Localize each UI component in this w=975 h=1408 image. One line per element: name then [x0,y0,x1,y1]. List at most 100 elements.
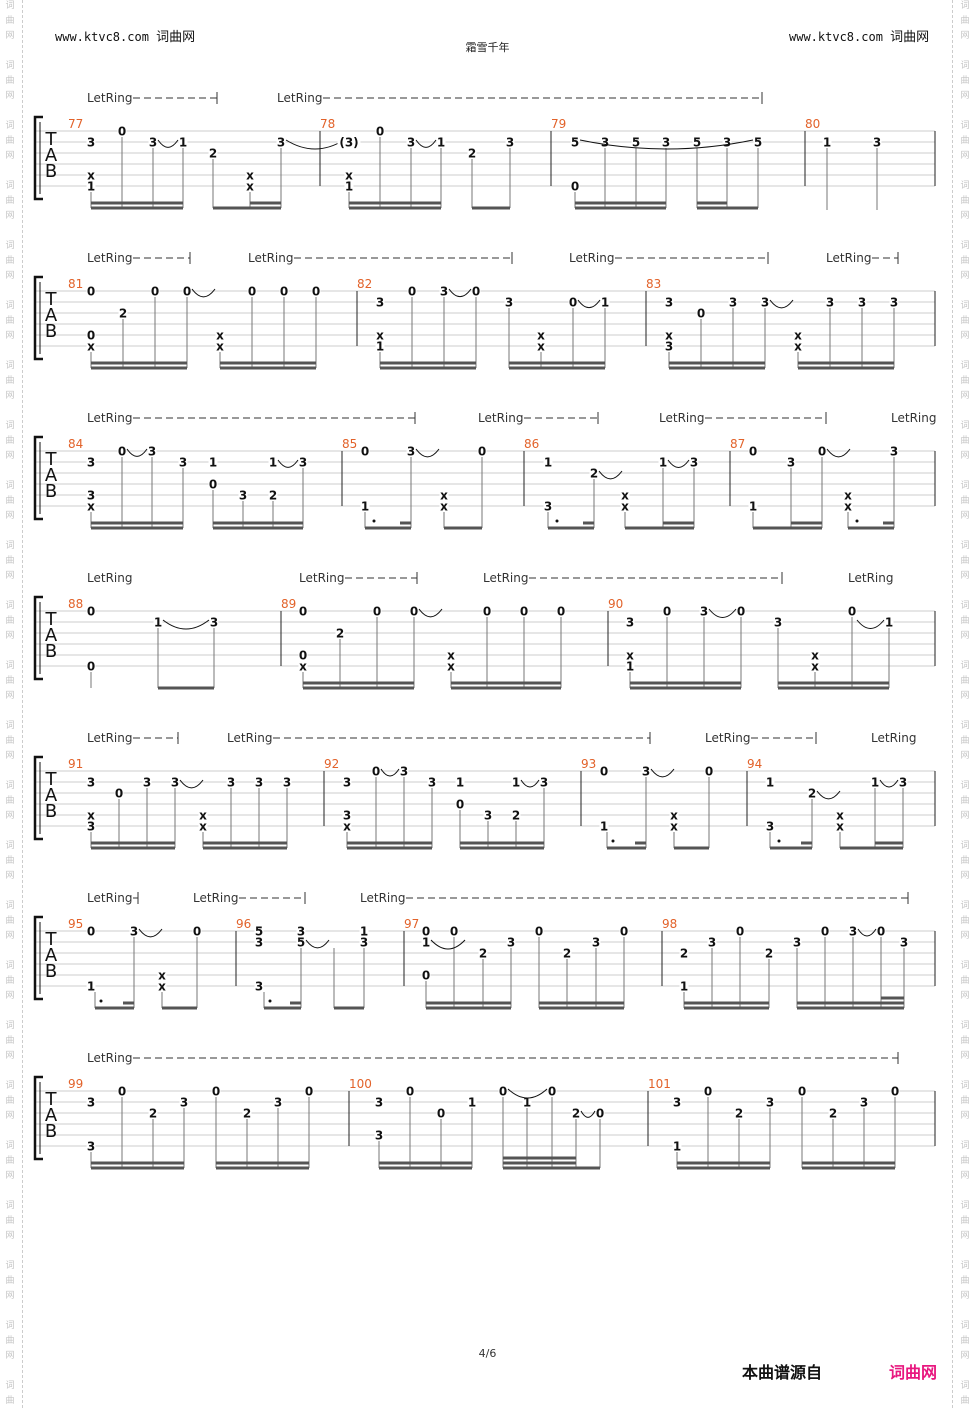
let-ring-label: LetRing [248,251,293,265]
fret-number: 0 [697,307,705,321]
fret-number: 0 [87,660,95,674]
fret-number: 0 [704,1085,712,1099]
tie-arc [520,779,540,788]
watermark-char: 曲 [960,1155,969,1166]
watermark-char: 网 [5,1350,14,1361]
watermark-char: 词 [960,360,969,371]
fret-bg [658,456,668,468]
fret-number: 3 [180,1096,188,1110]
fret-number: 3 [673,1096,681,1110]
tie-arc [816,790,841,800]
fret-bg [407,285,417,297]
fret-bg [198,820,208,832]
beam [365,526,411,530]
dead-note: x [537,329,545,343]
let-ring-label: LetRing [871,731,916,745]
watermark-char: 词 [960,540,969,551]
fret-number: 0 [737,605,745,619]
beam [460,841,544,845]
fret-number: 1 [659,456,667,470]
fret-number: 0 [848,605,856,619]
fret-number: 1 [673,1140,681,1154]
fret-number: 3 [766,820,774,834]
fret-bg [198,809,208,821]
dead-note: x [621,500,629,514]
dead-note: x [87,809,95,823]
fret-bg [406,136,416,148]
beam [91,521,183,525]
fret-bg [446,660,456,672]
dead-note: x [440,489,448,503]
fret-bg [142,776,152,788]
watermark-char: 曲 [960,735,969,746]
tab-clef-letter: T [45,129,58,150]
fret-bg [748,500,758,512]
fret-bg [360,500,370,512]
fret-number: 3 [506,136,514,150]
fret-number: 3 [210,616,218,630]
watermark-char: 网 [960,690,969,701]
fret-bg [753,136,763,148]
tab-clef-letter: B [45,801,57,822]
watermark-char: 词 [960,600,969,611]
fret-bg [86,809,96,821]
measure-number: 90 [608,597,623,611]
fret-bg [679,947,689,959]
fret-bg [436,136,446,148]
fret-bg [689,456,699,468]
fret-bg [556,605,566,617]
measure-number: 89 [281,597,296,611]
tie-arc [157,139,179,148]
site-header-right: www.ktvc8.com 词曲网 [789,26,929,45]
beam [303,681,414,685]
watermark-char: 词 [960,0,969,11]
system-bracket [33,1075,43,1161]
watermark-char: 词 [960,1020,969,1031]
measure-number: 84 [68,437,83,451]
beam [797,1006,904,1010]
fret-number: 0 [118,445,126,459]
fret-bg [825,296,835,308]
fret-number: 5 [754,136,762,150]
fret-number: 0 [818,445,826,459]
tab-clef-letter: B [45,1121,57,1142]
watermark-char: 词 [5,480,14,491]
fret-bg [664,329,674,341]
fret-number: 3 [179,456,187,470]
fret-bg [157,969,167,981]
beam [509,366,605,370]
measure-number: 100 [349,1077,372,1091]
fret-number: 0 [373,605,381,619]
fret-number: 3 [343,776,351,790]
fret-number: 3 [130,925,138,939]
watermark-char: 网 [960,630,969,641]
watermark-char: 曲 [5,615,14,626]
fret-number: 1 [885,616,893,630]
fret-bg [876,925,886,937]
fret-number: 1 [361,500,369,514]
dot [611,839,615,843]
beam [216,1166,309,1170]
fret-number: 0 [299,605,307,619]
watermark-char: 网 [960,390,969,401]
beam [630,681,741,685]
fret-bg [664,296,674,308]
fret-bg [86,1096,96,1108]
fret-bg [631,136,641,148]
tie-arc [179,779,204,789]
fret-bg [226,776,236,788]
fret-number: 0 [705,765,713,779]
fret-number: 0 [478,445,486,459]
dead-note: x [87,500,95,514]
fret-bg [446,649,456,661]
tie-arc [191,288,216,298]
beam [264,1006,301,1010]
tie-arc [708,608,737,618]
tie-arc [507,1088,548,1099]
fret-number: 0 [749,445,757,459]
fret-bg [506,936,516,948]
dead-note: x [440,500,448,514]
fret-number: 3 [766,1096,774,1110]
fret-bg [536,340,546,352]
